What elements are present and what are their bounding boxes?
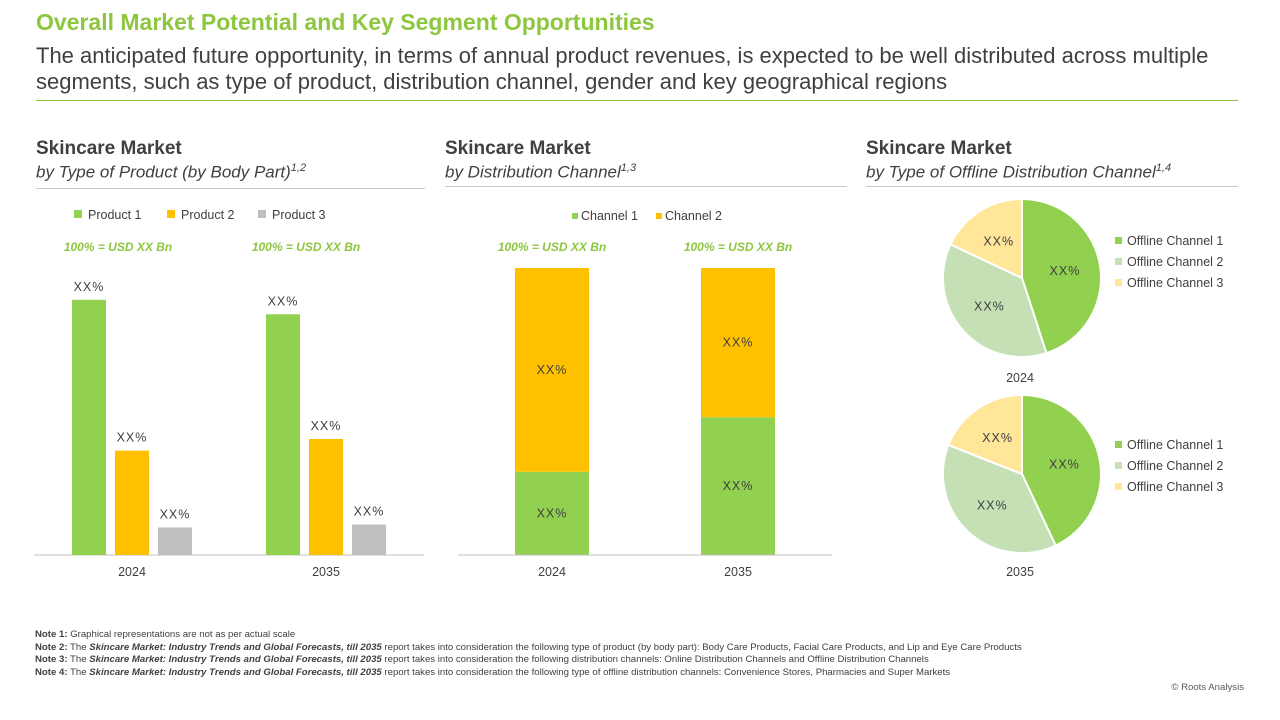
legend-label-product-1: Product 1 [88,208,142,222]
legend-label-channel-1: Channel 1 [581,209,638,223]
pie-2035-slice-label-2: XX% [977,499,1008,513]
stack-total-label-2024: 100% = USD XX Bn [498,240,606,254]
pie-2024-slice-2 [942,243,1048,358]
pie-2024-legend-label-1: Offline Channel 1 [1127,234,1223,248]
bar-label-2035-product-3: XX% [354,505,385,519]
stack-2035-channel-2 [701,268,775,418]
page-subtitle: The anticipated future opportunity, in t… [36,43,1209,94]
panel-2-title: Skincare Market [445,138,591,159]
bar-2024-product-1 [72,299,106,555]
total-label-2024: 100% = USD XX Bn [64,240,172,254]
pie-2024-slice-label-3: XX% [983,234,1014,248]
product-chart-totals: 100% = USD XX Bn 100% = USD XX Bn [64,240,360,254]
legend-label-product-2: Product 2 [181,208,235,222]
stack-label-2035-channel-1: XX% [723,479,754,493]
pie-2024-year-label: 2024 [1006,371,1034,385]
bar-label-2035-product-1: XX% [268,294,299,308]
pie-2035-legend-swatch-2 [1115,462,1122,469]
legend-swatch-product-2 [167,210,175,218]
channel-chart-legend: Channel 1 Channel 2 [572,209,722,223]
pie-2024-legend-swatch-3 [1115,279,1122,286]
footnotes: Note 1: Graphical representations are no… [35,629,1255,679]
pie-2035: XX% XX% XX% 2035 Offline Channel 1 Offline Ch… [942,393,1223,579]
stack-label-2024-channel-1: XX% [537,506,568,520]
stack-x-tick-2024: 2024 [538,565,566,579]
pie-2035-legend-swatch-3 [1115,483,1122,490]
pie-2035-slice-3 [947,393,1023,476]
x-tick-2024: 2024 [118,565,146,579]
pie-2024-legend-swatch-1 [1115,237,1122,244]
stack-label-2024-channel-2: XX% [537,363,568,377]
pie-2024-legend-label-3: Offline Channel 3 [1127,276,1223,290]
legend-label-product-3: Product 3 [272,208,326,222]
total-label-2035: 100% = USD XX Bn [252,240,360,254]
pie-2024-legend-swatch-2 [1115,258,1122,265]
panel-3-subtitle: by Type of Offline Distribution Channel1… [866,162,1172,182]
pie-2024-slice-1 [1021,197,1102,355]
pie-2035-slice-1 [1021,393,1102,547]
pie-2035-slice-label-3: XX% [982,431,1013,445]
bar-label-2024-product-3: XX% [160,507,191,521]
panel-1-footnote-ref: 1,2 [290,162,307,174]
note-1: Note 1: Graphical representations are no… [35,629,296,640]
pie-2035-slice-label-1: XX% [1049,458,1080,472]
copyright-text: © Roots Analysis [1171,682,1244,693]
bar-2024-product-3 [158,527,192,555]
channel-chart-totals: 100% = USD XX Bn 100% = USD XX Bn [498,240,792,254]
panel-3-title: Skincare Market [866,138,1012,159]
pie-2035-legend-label-1: Offline Channel 1 [1127,438,1223,452]
bar-label-2024-product-2: XX% [117,431,148,445]
note-4: Note 4: The Skincare Market: Industry Tr… [35,666,951,678]
pie-2035-slice-2 [942,443,1057,554]
stack-x-tick-2035: 2035 [724,565,752,579]
legend-swatch-product-3 [258,210,266,218]
panel-3-divider [866,186,1238,187]
note-3: Note 3: The Skincare Market: Industry Tr… [35,654,929,666]
x-tick-2035: 2035 [312,565,340,579]
bar-2035-product-1 [266,314,300,555]
bar-label-2035-product-2: XX% [311,419,342,433]
stack-label-2035-channel-2: XX% [723,336,754,350]
legend-swatch-channel-2 [656,213,662,219]
pie-2024-slice-label-2: XX% [974,300,1005,314]
bar-2035-product-2 [309,439,343,555]
bar-2024-product-2 [115,450,149,555]
bar-2035-product-3 [352,524,386,555]
legend-label-channel-2: Channel 2 [665,209,722,223]
pie-2035-legend-swatch-1 [1115,441,1122,448]
pie-2024-legend-label-2: Offline Channel 2 [1127,255,1223,269]
pie-2035-legend-label-2: Offline Channel 2 [1127,459,1223,473]
bar-label-2024-product-1: XX% [74,280,105,294]
pie-2024-slice-label-1: XX% [1050,264,1081,278]
channel-stacked-chart: Channel 1 Channel 2 100% = USD XX Bn 100% … [458,209,832,579]
pie-2035-legend-label-3: Offline Channel 3 [1127,480,1223,494]
offline-channel-pie-charts: XX% XX% XX% 2024 Offline Channel 1 Offline Ch… [942,197,1223,579]
stack-2024-channel-1 [515,471,589,555]
product-chart-legend: Product 1 Product 2 Product 3 [74,208,326,222]
panel-3-footnote-ref: 1,4 [1155,162,1172,174]
pie-2024: XX% XX% XX% 2024 Offline Channel 1 Offline Ch… [942,197,1223,385]
panel-2-footnote-ref: 1,3 [620,162,637,174]
pie-2035-year-label: 2035 [1006,565,1034,579]
panel-2-divider [445,186,847,187]
legend-swatch-channel-1 [572,213,578,219]
stack-2024-channel-2 [515,268,589,472]
panel-1-divider [36,188,425,189]
panel-1-title: Skincare Market [36,138,182,159]
stack-total-label-2035: 100% = USD XX Bn [684,240,792,254]
panel-1-subtitle: by Type of Product (by Body Part)1,2 [36,162,307,182]
legend-swatch-product-1 [74,210,82,218]
product-bar-chart: Product 1 Product 2 Product 3 100% = USD X… [34,208,424,579]
page-title: Overall Market Potential and Key Segment… [36,9,655,35]
note-2: Note 2: The Skincare Market: Industry Tr… [35,641,1022,653]
panel-2-subtitle: by Distribution Channel1,3 [445,162,637,182]
stack-2035-channel-1 [701,417,775,555]
pie-2024-slice-3 [949,197,1023,280]
header-divider [36,100,1238,101]
